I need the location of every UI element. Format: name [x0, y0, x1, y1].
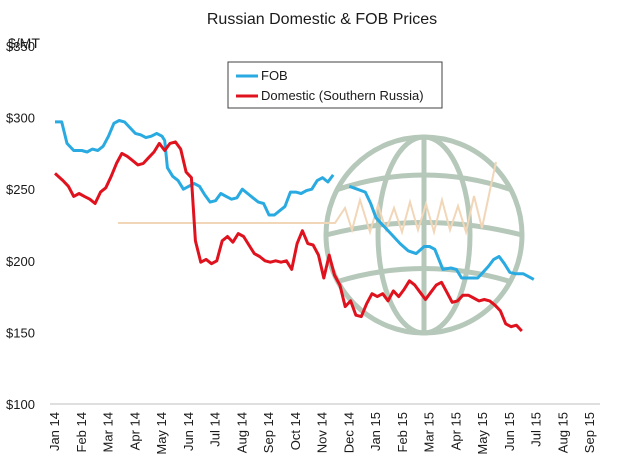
y-tick-label: $350	[6, 39, 35, 54]
legend: FOB Domestic (Southern Russia)	[227, 61, 443, 109]
x-tick-label: Dec 14	[341, 412, 356, 453]
x-tick-label: Mar 15	[422, 412, 437, 452]
x-tick-label: Sep 14	[261, 412, 276, 453]
x-tick-label: Aug 14	[234, 412, 249, 453]
legend-label-fob: FOB	[261, 68, 288, 83]
x-tick-label: Jun 14	[181, 412, 196, 451]
x-tick-label: Mar 14	[101, 412, 116, 452]
x-tick-label: Feb 14	[74, 412, 89, 452]
x-tick-label: Feb 15	[395, 412, 410, 452]
series-line-fob	[55, 119, 335, 217]
series-line-fob	[348, 184, 535, 281]
x-tick-label: Jan 15	[368, 412, 383, 451]
x-axis: Jan 14 Feb 14 Mar 14 Apr 14 May 14 Jun 14 Jul …	[47, 412, 597, 455]
legend-box	[227, 61, 443, 109]
x-tick-label: Sep 15	[582, 412, 597, 453]
x-tick-label: May 15	[475, 412, 490, 455]
y-tick-label: $200	[6, 254, 35, 269]
series-layer	[53, 119, 535, 333]
x-tick-label: Jul 15	[529, 412, 544, 447]
y-tick-label: $150	[6, 325, 35, 340]
x-tick-label: Oct 14	[288, 412, 303, 450]
x-tick-label: Aug 15	[555, 412, 570, 453]
x-tick-label: Nov 14	[315, 412, 330, 453]
y-unit-label: $/MT	[8, 35, 40, 51]
y-tick-label: $100	[6, 397, 35, 412]
x-tick-label: Jun 15	[502, 412, 517, 451]
x-tick-label: May 14	[154, 412, 169, 455]
x-tick-label: Jul 14	[208, 412, 223, 447]
y-tick-label: $300	[6, 111, 35, 126]
chart-title: Russian Domestic & FOB Prices	[207, 11, 437, 28]
y-tick-label: $250	[6, 182, 35, 197]
x-tick-label: Apr 14	[127, 412, 142, 450]
y-axis: $100 $150 $200 $250 $300 $350	[6, 39, 35, 412]
legend-label-domestic: Domestic (Southern Russia)	[261, 88, 424, 103]
x-tick-label: Apr 15	[448, 412, 463, 450]
x-tick-label: Jan 14	[47, 412, 62, 451]
series-line-domestic	[53, 140, 523, 333]
watermark-line	[118, 161, 497, 236]
